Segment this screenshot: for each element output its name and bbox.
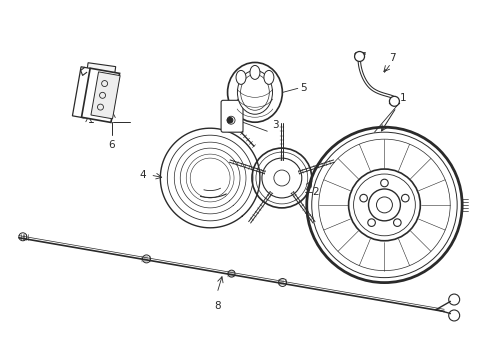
Text: 1: 1 xyxy=(399,93,405,103)
Circle shape xyxy=(388,96,399,106)
Circle shape xyxy=(227,117,232,123)
Text: 2: 2 xyxy=(312,187,319,197)
Text: 6: 6 xyxy=(108,140,115,150)
Text: 4: 4 xyxy=(140,170,146,180)
Polygon shape xyxy=(91,72,120,119)
Ellipse shape xyxy=(236,71,245,84)
Polygon shape xyxy=(81,68,120,122)
Circle shape xyxy=(354,51,364,62)
FancyBboxPatch shape xyxy=(221,100,243,132)
Ellipse shape xyxy=(240,75,269,110)
Ellipse shape xyxy=(227,62,282,122)
Text: 3: 3 xyxy=(271,120,278,130)
Text: 5: 5 xyxy=(299,84,306,93)
Text: 7: 7 xyxy=(388,53,395,63)
Ellipse shape xyxy=(237,71,272,114)
Polygon shape xyxy=(81,63,116,114)
Text: 8: 8 xyxy=(213,301,220,311)
Polygon shape xyxy=(72,67,93,118)
Ellipse shape xyxy=(264,71,273,84)
Ellipse shape xyxy=(249,66,260,80)
